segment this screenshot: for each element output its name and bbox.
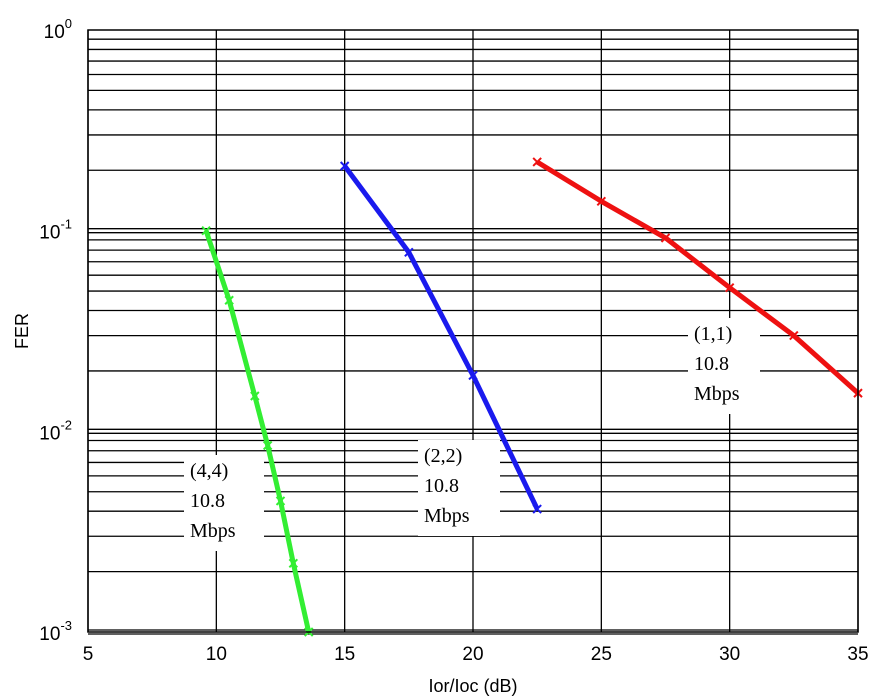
point-marker-stroke: [262, 440, 273, 451]
annotation-line: (1,1): [694, 323, 732, 345]
point-marker-stroke: [724, 282, 735, 293]
annotation-box: [418, 440, 500, 536]
x-tick-label: 30: [719, 644, 740, 665]
x-tick-label: 20: [462, 644, 483, 665]
x-tick-label: 25: [591, 644, 612, 665]
series-2-point: [468, 370, 478, 381]
x-tick-label: 35: [847, 644, 868, 665]
annotation-box: [688, 318, 760, 414]
x-tick-label: 5: [83, 644, 94, 665]
series-2-point: [404, 247, 414, 258]
x-tick-label: 10: [206, 644, 227, 665]
series-1-point: [275, 496, 286, 506]
series-3-point: [789, 330, 799, 341]
y-tick-label: 100: [44, 16, 72, 43]
x-tick-label: 15: [334, 644, 355, 665]
point-marker-stroke: [339, 161, 350, 171]
point-marker-stroke: [288, 558, 299, 568]
point-marker-stroke: [468, 370, 478, 381]
y-tick-label: 10-1: [39, 217, 72, 244]
series-1-point: [288, 558, 299, 568]
annotation-line: Mbps: [424, 505, 470, 527]
point-marker-stroke: [404, 247, 414, 258]
annotation-line: Mbps: [694, 383, 740, 405]
series-3-point: [596, 196, 607, 207]
series-line-3: [535, 159, 860, 395]
plot-frame: [87, 29, 859, 633]
x-axis-label: Ior/Ioc (dB): [428, 676, 517, 696]
series-lines: [201, 157, 863, 637]
point-marker-stroke: [250, 391, 260, 401]
series-1-point: [201, 225, 211, 236]
point-marker-stroke: [532, 504, 542, 514]
annotation-box: [184, 455, 264, 551]
series-annotations: (4,4) 10.8 Mbps (2,2) 10.8 Mbps (1,1) 10.8 Mbps: [184, 318, 760, 551]
y-tick-label: 10-3: [39, 618, 72, 645]
point-marker-stroke: [596, 196, 607, 207]
y-axis-label: FER: [12, 313, 32, 349]
series-3-point: [660, 233, 671, 243]
series-2-point: [339, 161, 350, 171]
annotation-line: Mbps: [190, 520, 236, 542]
series-line-2: [342, 164, 540, 511]
tick-labels: 5 10 15 20 25 30 35 100 10-1 10-2 10-3: [39, 16, 868, 665]
point-marker-stroke: [201, 225, 211, 236]
annotation-line: 10.8: [694, 353, 729, 375]
point-marker-stroke: [789, 330, 799, 341]
annotation-line: 10.8: [424, 475, 459, 497]
point-marker-stroke: [224, 295, 234, 305]
annotation-line: 10.8: [190, 490, 225, 512]
series-1-point: [262, 440, 273, 451]
series-3-point: [532, 157, 542, 167]
point-marker-stroke: [660, 233, 671, 243]
y-tick-label: 10-2: [39, 417, 72, 444]
point-marker-stroke: [275, 496, 286, 506]
annotation-line: (4,4): [190, 460, 228, 482]
series-1-point: [250, 391, 260, 401]
annotation-line: (2,2): [424, 445, 462, 467]
series-3-point: [724, 282, 735, 293]
series-1-point: [224, 295, 234, 305]
series-2-point: [532, 504, 542, 514]
point-marker-stroke: [532, 157, 542, 167]
